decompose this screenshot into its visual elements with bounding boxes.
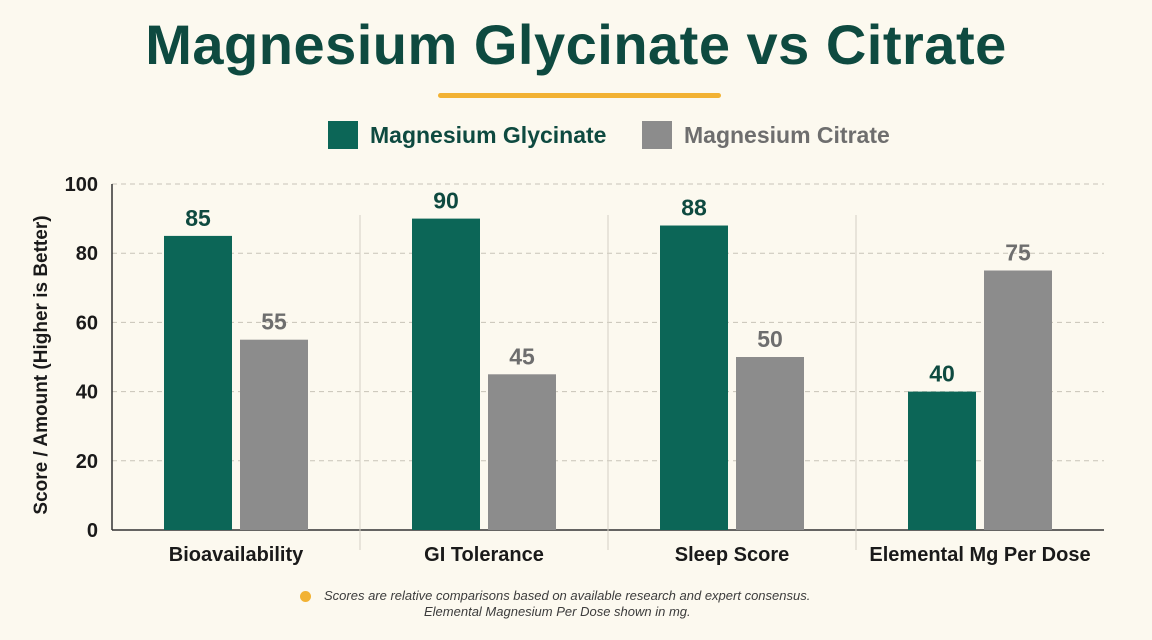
data-label: 75 bbox=[1005, 240, 1031, 266]
legend-swatch-glycinate bbox=[328, 121, 358, 149]
x-tick-label: Bioavailability bbox=[169, 544, 304, 566]
y-tick-label: 60 bbox=[76, 312, 98, 334]
bar-glycinate bbox=[164, 235, 232, 530]
bar-citrate bbox=[488, 374, 556, 530]
bar-glycinate bbox=[412, 218, 480, 530]
data-label: 50 bbox=[757, 326, 783, 352]
data-label: 55 bbox=[261, 309, 287, 335]
y-tick-label: 0 bbox=[87, 520, 98, 542]
data-label: 85 bbox=[185, 205, 211, 231]
title-underline bbox=[438, 93, 721, 98]
legend-label-citrate: Magnesium Citrate bbox=[684, 121, 890, 148]
footnote-line-2: Elemental Magnesium Per Dose shown in mg… bbox=[424, 604, 691, 619]
footnote-bullet-icon bbox=[300, 591, 311, 602]
bar-glycinate bbox=[908, 391, 976, 530]
x-tick-label: Sleep Score bbox=[675, 544, 790, 566]
x-tick-label: GI Tolerance bbox=[424, 544, 544, 566]
bar-citrate bbox=[240, 339, 308, 530]
bar-citrate bbox=[736, 357, 804, 530]
data-label: 45 bbox=[509, 343, 535, 369]
legend-label-glycinate: Magnesium Glycinate bbox=[370, 121, 607, 148]
x-tick-label: Elemental Mg Per Dose bbox=[869, 544, 1090, 566]
y-axis-label: Score / Amount (Higher is Better) bbox=[31, 215, 52, 514]
y-tick-label: 20 bbox=[76, 451, 98, 473]
y-tick-label: 40 bbox=[76, 382, 98, 404]
chart-title: Magnesium Glycinate vs Citrate bbox=[145, 13, 1007, 76]
data-label: 40 bbox=[929, 361, 955, 387]
footnote-line-1: Scores are relative comparisons based on… bbox=[324, 588, 811, 603]
y-tick-label: 80 bbox=[76, 243, 98, 265]
legend-item-citrate: Magnesium Citrate bbox=[642, 120, 890, 150]
data-label: 90 bbox=[433, 188, 459, 214]
legend-item-glycinate: Magnesium Glycinate bbox=[328, 120, 606, 150]
bar-citrate bbox=[984, 270, 1052, 530]
y-tick-label: 100 bbox=[65, 174, 98, 196]
bar-glycinate bbox=[660, 225, 728, 530]
legend-swatch-citrate bbox=[642, 121, 672, 149]
data-label: 88 bbox=[681, 195, 707, 221]
